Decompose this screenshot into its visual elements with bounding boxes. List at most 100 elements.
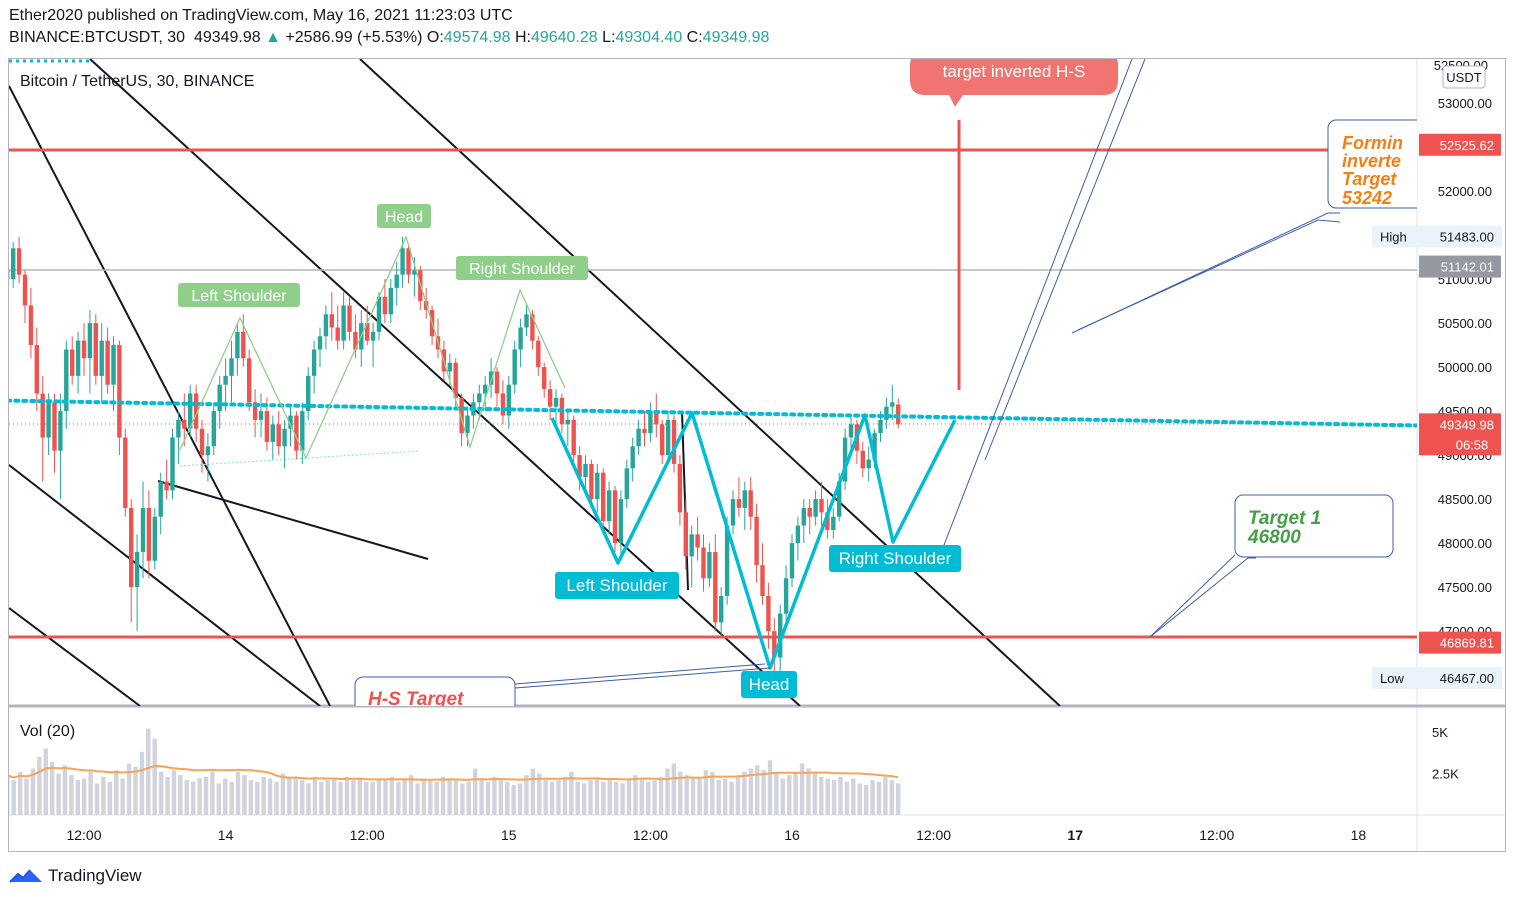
candle-43[interactable] [258, 393, 264, 438]
candle-25[interactable] [152, 507, 157, 570]
candle-81[interactable] [483, 375, 488, 412]
candle-21[interactable] [129, 499, 134, 623]
candle-149[interactable] [884, 397, 889, 429]
candle-52[interactable] [311, 340, 317, 394]
candle-137[interactable] [813, 490, 818, 526]
candle-11[interactable] [70, 336, 75, 385]
channel-lines[interactable] [9, 59, 1061, 706]
candle-26[interactable] [158, 472, 163, 535]
candle-97[interactable] [577, 446, 582, 491]
right-hs-zigzag[interactable] [550, 411, 957, 670]
candle-85[interactable] [506, 375, 511, 429]
candle-116[interactable] [689, 525, 694, 588]
candle-41[interactable] [247, 349, 252, 412]
candle-10[interactable] [64, 340, 69, 429]
candle-130[interactable] [772, 617, 777, 679]
candle-35[interactable] [211, 402, 216, 456]
candle-83[interactable] [494, 367, 500, 407]
candle-84[interactable] [500, 380, 506, 425]
candle-80[interactable] [477, 384, 482, 420]
candle-23[interactable] [140, 481, 146, 579]
candle-14[interactable] [87, 309, 93, 394]
candle-133[interactable] [789, 534, 795, 588]
candle-53[interactable] [317, 327, 323, 368]
candle-15[interactable] [93, 314, 98, 385]
candle-7[interactable] [46, 393, 51, 456]
candle-119[interactable] [707, 543, 712, 588]
right-pattern-labels[interactable]: Left Shoulder Head Right Shoulder [555, 545, 961, 698]
candle-99[interactable] [589, 459, 594, 508]
candle-72[interactable] [429, 305, 435, 346]
candle-29[interactable] [176, 411, 181, 464]
candle-16[interactable] [99, 323, 104, 403]
candle-12[interactable] [75, 331, 81, 394]
channel-line-5[interactable] [9, 607, 141, 706]
candle-13[interactable] [81, 323, 87, 376]
candle-50[interactable] [300, 402, 305, 464]
hs-target-callout[interactable]: H-S Target [354, 676, 516, 747]
volume-bars[interactable] [5, 728, 901, 815]
candle-64[interactable] [382, 279, 388, 324]
candle-88[interactable] [524, 305, 529, 337]
candle-36[interactable] [217, 375, 222, 429]
candle-20[interactable] [123, 428, 128, 517]
level-tag-1[interactable]: 51142.01 [1419, 255, 1501, 278]
candle-27[interactable] [164, 459, 169, 500]
candle-112[interactable] [665, 411, 671, 464]
candle-104[interactable] [618, 490, 624, 561]
level-tag-0[interactable]: 52525.62 [1419, 133, 1501, 156]
current-price-badge[interactable]: 49349.98 06:58 [1419, 413, 1501, 456]
candle-45[interactable] [270, 415, 275, 460]
candle-120[interactable] [713, 534, 718, 632]
candle-22[interactable] [134, 534, 140, 632]
level-tag-2[interactable]: 46869.81 [1419, 631, 1501, 654]
candle-121[interactable] [719, 587, 724, 636]
time-axis[interactable]: 12:00 14 12:00 15 12:00 16 12:00 17 12:00 18 [66, 827, 1366, 843]
trend-line-vertical[interactable] [681, 411, 689, 591]
neckline[interactable] [7, 398, 1500, 428]
candle-37[interactable] [223, 358, 228, 412]
candle-6[interactable] [40, 375, 45, 482]
candle-18[interactable] [111, 336, 116, 412]
candle-17[interactable] [105, 327, 110, 394]
candle-66[interactable] [394, 261, 399, 306]
candle-94[interactable] [559, 393, 565, 434]
candle-59[interactable] [353, 314, 358, 359]
low-marker[interactable]: Low 46467.00 [1372, 667, 1502, 690]
candle-127[interactable] [754, 503, 759, 583]
candle-95[interactable] [565, 411, 570, 447]
candle-107[interactable] [636, 419, 641, 456]
target-inverted-callout[interactable]: target inverted H-S [910, 50, 1118, 107]
candle-3[interactable] [22, 270, 28, 324]
candle-0[interactable] [5, 253, 10, 293]
left-pattern-labels[interactable]: Left Shoulder Head Right Shoulder [178, 204, 588, 307]
candle-100[interactable] [595, 463, 600, 513]
candle-58[interactable] [347, 296, 352, 341]
candle-115[interactable] [683, 499, 688, 570]
candle-62[interactable] [370, 323, 376, 368]
candle-140[interactable] [831, 507, 836, 539]
candle-93[interactable] [553, 389, 559, 425]
candle-33[interactable] [199, 419, 205, 473]
candle-134[interactable] [795, 516, 801, 561]
candle-108[interactable] [642, 411, 647, 447]
forming-callout[interactable]: Formin inverte Target 53242 [1327, 119, 1428, 209]
target1-callout[interactable]: Target 1 46800 [1234, 494, 1394, 558]
candle-111[interactable] [660, 419, 665, 464]
candle-55[interactable] [329, 292, 334, 341]
channel-line-4[interactable] [9, 464, 321, 706]
candle-106[interactable] [630, 437, 635, 482]
callout-lines[interactable] [514, 59, 1341, 689]
level-tags[interactable]: 52525.62 51142.01 46869.81 49349.98 06:58 Hig… [1372, 133, 1502, 690]
candle-138[interactable] [819, 481, 824, 526]
candle-4[interactable] [28, 287, 34, 359]
candle-87[interactable] [518, 318, 523, 368]
candle-54[interactable] [323, 305, 329, 350]
candle-96[interactable] [571, 415, 576, 464]
candle-61[interactable] [365, 305, 370, 346]
channel-line-2[interactable] [89, 59, 801, 706]
candle-109[interactable] [648, 402, 653, 442]
candle-102[interactable] [606, 481, 612, 535]
candle-132[interactable] [783, 565, 789, 627]
footer-brand[interactable]: TradingView [8, 866, 142, 886]
